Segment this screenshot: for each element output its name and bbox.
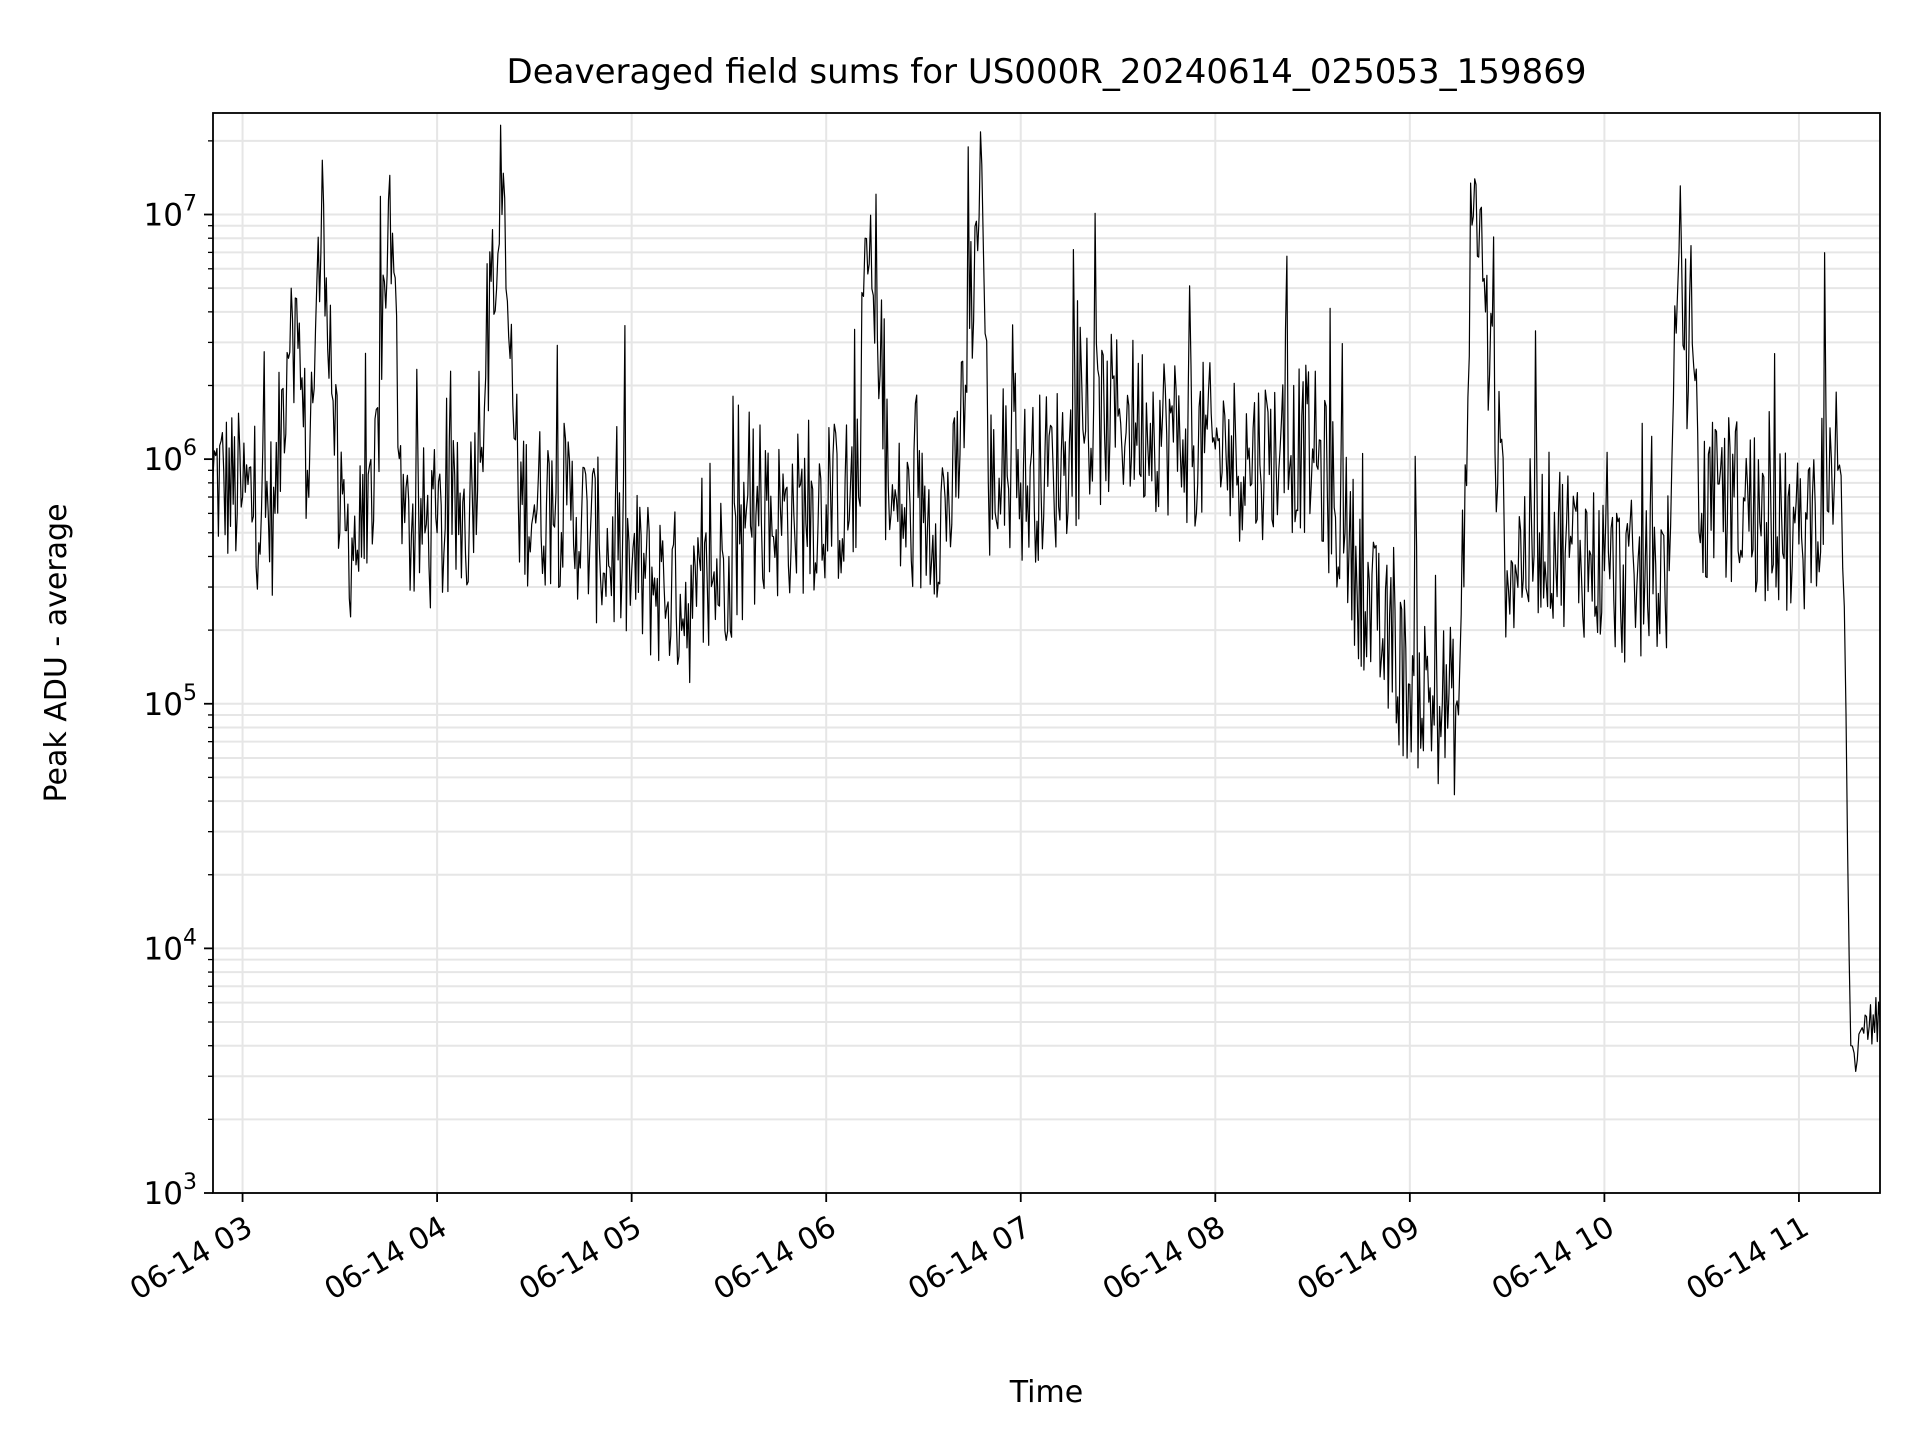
y-tick-label: 106: [144, 436, 197, 478]
y-tick-label: 107: [144, 192, 197, 234]
y-tick-label: 104: [144, 925, 197, 967]
y-tick-label: 105: [144, 681, 197, 723]
grid: [213, 113, 1880, 1194]
series-layer: [212, 124, 1881, 1072]
plot-frame: [212, 112, 1881, 1194]
y-tick-label: 103: [144, 1170, 197, 1212]
x-axis-label: Time: [1009, 1375, 1083, 1410]
y-axis-label: Peak ADU - average: [39, 503, 74, 802]
series-line: [212, 124, 1881, 1072]
chart-title: Deaveraged field sums for US000R_2024061…: [507, 52, 1587, 92]
